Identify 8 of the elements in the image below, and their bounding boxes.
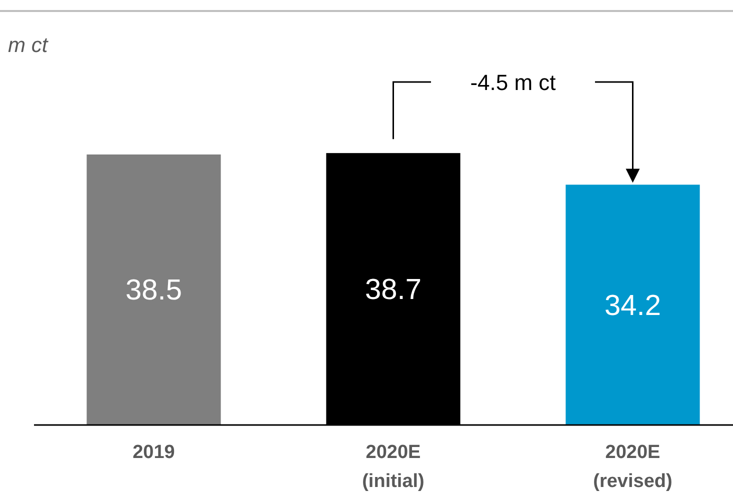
y-axis-title: m ct: [8, 34, 49, 57]
data-label: 38.7: [365, 274, 422, 306]
x-tick-label: 2020E (revised): [593, 442, 672, 492]
text: -4.5 m ct: [470, 70, 556, 95]
data-label: 38.5: [126, 274, 182, 307]
x-tick-label: 2020E (initial): [362, 442, 424, 492]
x-tick-label: 2019: [132, 442, 175, 463]
data-label: 34.2: [604, 290, 661, 322]
